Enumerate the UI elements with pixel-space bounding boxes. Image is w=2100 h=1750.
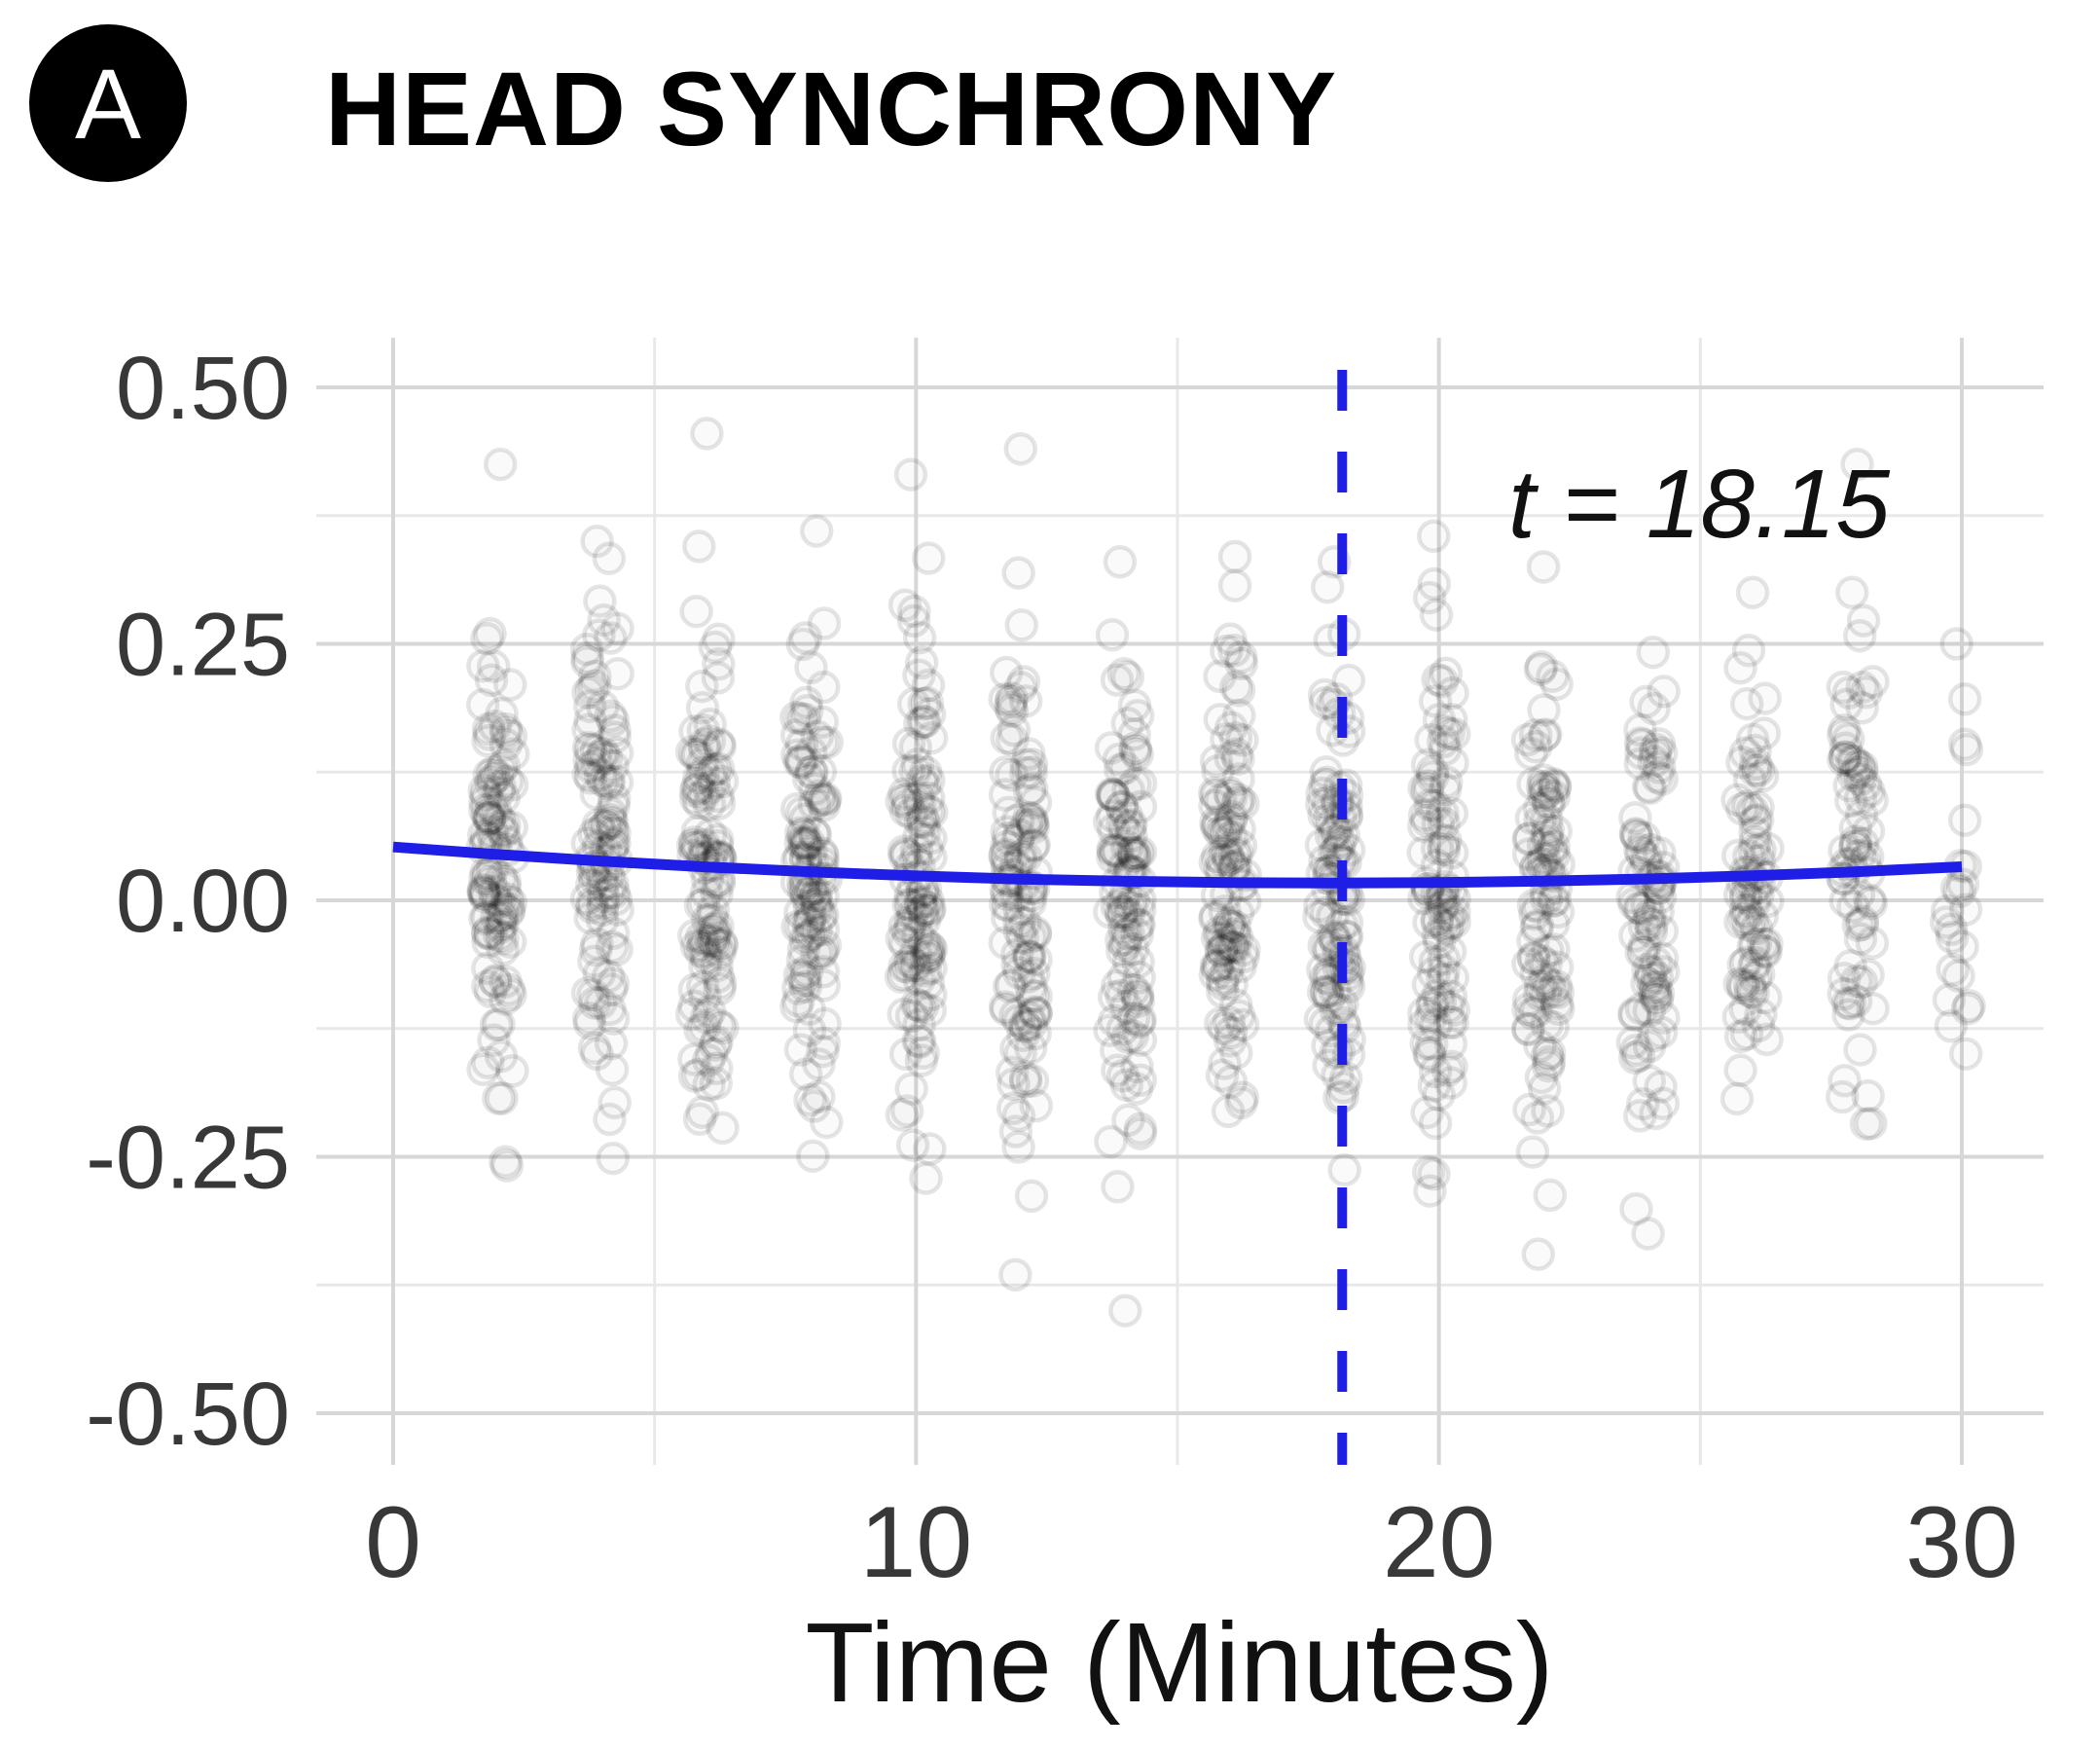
y-tick-label: 0.00 (116, 852, 290, 951)
x-tick-label: 20 (1383, 1486, 1496, 1599)
y-tick-label: -0.50 (86, 1365, 290, 1464)
y-tick-label: -0.25 (86, 1109, 290, 1208)
panel-badge-label: A (75, 49, 141, 160)
x-axis-tick-labels: 0 10 20 30 (365, 1486, 2018, 1599)
y-axis-tick-labels: 0.50 0.25 0.00 -0.25 -0.50 (86, 339, 290, 1464)
x-tick-label: 0 (365, 1486, 421, 1599)
y-tick-label: 0.50 (116, 339, 290, 438)
x-tick-label: 10 (859, 1486, 972, 1599)
panel-badge (29, 24, 187, 182)
gridlines-major (316, 338, 2044, 1465)
page-title: HEAD SYNCHRONY (325, 50, 1337, 167)
trend-line (392, 841, 1963, 889)
vline-annotation: t = 18.15 (1508, 450, 1890, 559)
x-axis-title: Time (Minutes) (805, 1599, 1553, 1726)
y-tick-label: 0.25 (116, 596, 290, 695)
x-tick-label: 30 (1905, 1486, 2018, 1599)
